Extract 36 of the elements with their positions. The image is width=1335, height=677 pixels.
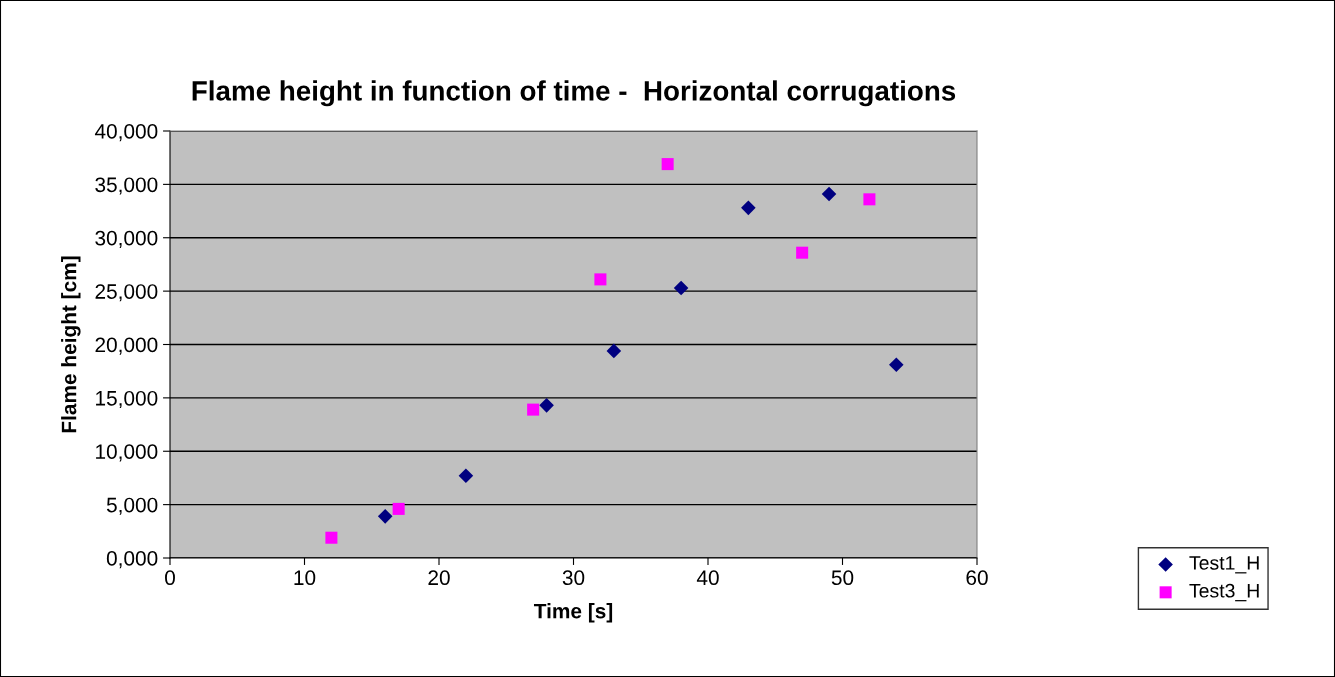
- legend-label: Test3_H: [1189, 583, 1259, 602]
- point: [539, 398, 554, 413]
- point: [606, 343, 622, 359]
- point: [889, 357, 904, 373]
- y-tick-label: 0,000: [106, 551, 158, 569]
- point: [458, 468, 474, 484]
- legend-label: Test1_H: [1189, 556, 1259, 574]
- x-tick-label: 10: [294, 570, 316, 586]
- y-tick-label: 10,000: [96, 444, 158, 462]
- point: [325, 531, 338, 544]
- x-tick-label: 20: [428, 570, 450, 586]
- y-tick-label: 5,000: [106, 497, 158, 515]
- y-tick-label: 30,000: [95, 230, 158, 248]
- y-tick-label: 15,000: [96, 390, 158, 409]
- point: [661, 158, 674, 171]
- x-tick-label: 50: [831, 570, 854, 586]
- y-tick-label: 40,000: [94, 124, 158, 142]
- x-tick-label: 30: [562, 570, 585, 586]
- x-axis-title: Time [s]: [533, 603, 613, 623]
- y-tick-label: 25,000: [95, 284, 158, 302]
- chart-title: Flame height in function of time - Horizontal corrugations: [192, 80, 956, 107]
- x-tick-label: 60: [966, 570, 988, 586]
- point: [796, 246, 809, 259]
- point: [527, 403, 540, 416]
- point: [821, 186, 837, 202]
- point: [392, 502, 405, 515]
- point: [594, 273, 607, 286]
- y-tick-label: 20,000: [95, 337, 158, 355]
- y-tick-label: 35,000: [95, 177, 158, 195]
- point: [673, 280, 689, 296]
- x-tick-label: 40: [696, 570, 719, 586]
- point: [741, 200, 756, 216]
- point: [377, 509, 393, 524]
- point: [863, 193, 876, 206]
- x-tick-label: 0: [165, 570, 175, 586]
- y-axis-title: Flame height [cm]: [61, 256, 81, 433]
